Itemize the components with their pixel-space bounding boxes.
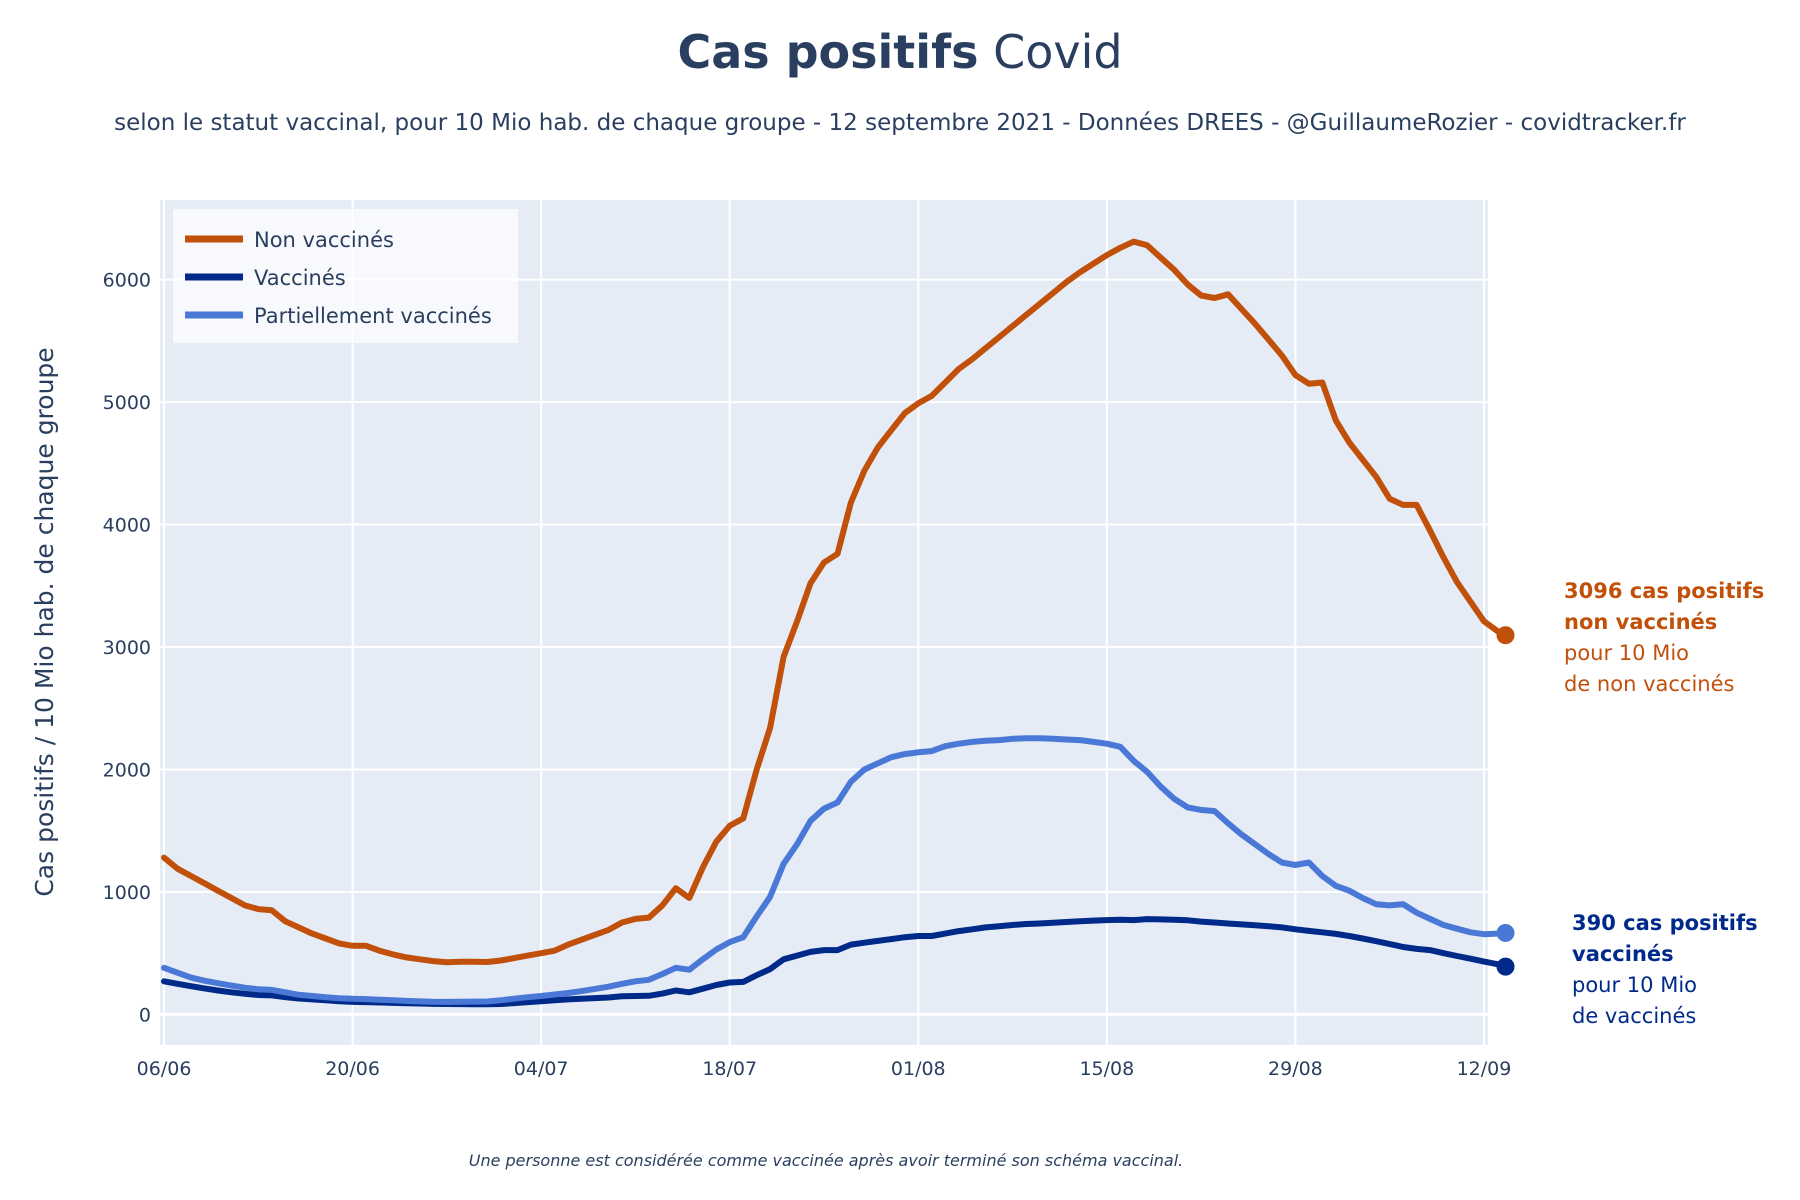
legend-label-0: Non vaccinés xyxy=(254,228,394,252)
annotation-1-line1: 390 cas positifs xyxy=(1572,911,1758,935)
series-line-0 xyxy=(161,238,1509,966)
series-line-2 xyxy=(161,735,1509,1005)
x-tick-label: 04/07 xyxy=(514,1058,569,1080)
footnote: Une personne est considérée comme vaccin… xyxy=(469,1151,1184,1170)
y-axis: 0 1000 2000 3000 4000 5000 6000 xyxy=(103,270,151,1027)
y-tick-label: 5000 xyxy=(103,392,151,414)
y-tick-label: 3000 xyxy=(103,637,151,659)
series-layer xyxy=(161,238,1509,1008)
y-tick-label: 4000 xyxy=(103,515,151,537)
series-endpoint-1 xyxy=(1496,957,1515,976)
x-tick-label: 18/07 xyxy=(702,1058,757,1080)
series-endpoint-0 xyxy=(1496,626,1515,645)
chart-title-rest: Covid xyxy=(978,25,1122,79)
y-tick-label: 6000 xyxy=(103,270,151,292)
annotation-0: 3096 cas positifs non vaccinés pour 10 Mio… xyxy=(1564,579,1764,696)
y-tick-label: 2000 xyxy=(103,759,151,781)
series-endpoint-2 xyxy=(1496,923,1515,942)
annotation-0-line2: non vaccinés xyxy=(1564,610,1717,634)
chart-subtitle: selon le statut vaccinal, pour 10 Mio ha… xyxy=(114,110,1686,136)
y-tick-label: 1000 xyxy=(103,882,151,904)
annotation-0-line3: pour 10 Mio xyxy=(1564,641,1689,665)
chart-title-bold: Cas positifs xyxy=(677,25,978,79)
y-axis-label: Cas positifs / 10 Mio hab. de chaque gro… xyxy=(30,347,59,896)
annotation-1: 390 cas positifs vaccinés pour 10 Mio de va… xyxy=(1572,911,1758,1028)
annotation-1-line2: vaccinés xyxy=(1572,942,1674,966)
annotation-1-line3: pour 10 Mio xyxy=(1572,973,1697,997)
x-tick-label: 15/08 xyxy=(1079,1058,1134,1080)
chart-title: Cas positifs Covid xyxy=(677,25,1122,79)
endpoints xyxy=(1496,626,1515,976)
legend-label-1: Vaccinés xyxy=(254,266,346,290)
annotation-1-line4: de vaccinés xyxy=(1572,1004,1696,1028)
legend: Non vaccinés Vaccinés Partiellement vaccin… xyxy=(173,209,518,343)
x-tick-label: 06/06 xyxy=(137,1058,192,1080)
x-axis: 06/06 20/06 04/07 18/07 01/08 15/08 29/08 12/09 xyxy=(137,1058,1512,1080)
annotation-0-line4: de non vaccinés xyxy=(1564,672,1734,696)
x-tick-label: 12/09 xyxy=(1457,1058,1512,1080)
y-tick-label: 0 xyxy=(139,1004,151,1026)
legend-label-2: Partiellement vaccinés xyxy=(254,304,492,328)
x-tick-label: 01/08 xyxy=(891,1058,946,1080)
x-tick-label: 20/06 xyxy=(325,1058,380,1080)
annotation-0-line1: 3096 cas positifs xyxy=(1564,579,1764,603)
annotations: 3096 cas positifs non vaccinés pour 10 Mio… xyxy=(1564,579,1764,1028)
x-tick-label: 29/08 xyxy=(1268,1058,1323,1080)
